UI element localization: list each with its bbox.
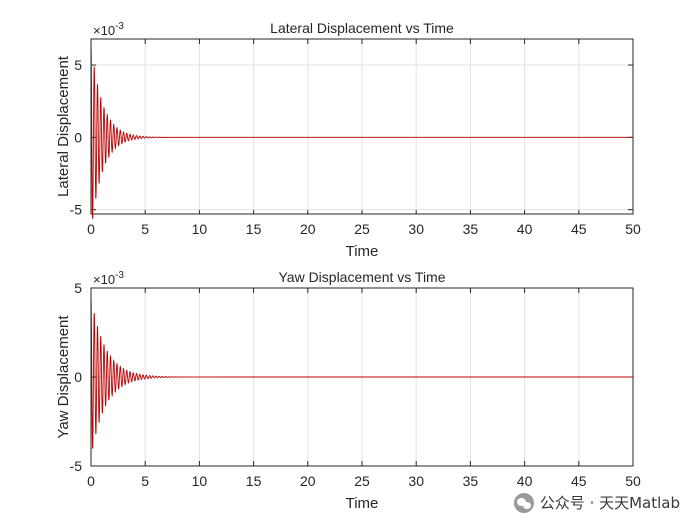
x-tick-label: 5 — [141, 473, 149, 489]
x-tick-label: 50 — [625, 221, 641, 237]
x-axis-label: Time — [346, 495, 379, 512]
x-tick-label: 35 — [463, 221, 479, 237]
x-tick-label: 20 — [300, 473, 316, 489]
x-tick-label: 20 — [300, 221, 316, 237]
watermark-text: 公众号 · 天天Matlab — [539, 494, 680, 512]
x-tick-label: 35 — [463, 473, 479, 489]
series-line — [90, 43, 633, 219]
watermark: 公众号 · 天天Matlab — [513, 492, 680, 513]
x-tick-label: 45 — [571, 473, 587, 489]
chart-title: Lateral Displacement vs Time — [270, 20, 454, 36]
x-tick-label: 50 — [625, 473, 641, 489]
subplot-1: 0 5 10 15 20 25 30 35 40 45 50-505×10-3 Lateral Dis… — [55, 20, 641, 260]
y-tick-label: -5 — [70, 458, 83, 474]
wechat-icon — [513, 492, 534, 513]
axes-box — [90, 38, 634, 215]
y-tick-label: 5 — [74, 57, 82, 73]
x-tick-label: 30 — [408, 221, 424, 237]
x-tick-label: 40 — [517, 221, 533, 237]
x-tick-label: 25 — [354, 473, 370, 489]
x-axis-label: Time — [346, 243, 379, 260]
y-axis-label: Yaw Displacement — [55, 315, 72, 439]
x-tick-label: 5 — [141, 221, 149, 237]
y-tick-label: 0 — [74, 369, 82, 385]
x-tick-label: 0 — [87, 221, 95, 237]
y-tick-label: -5 — [70, 202, 83, 218]
axes-box — [90, 287, 634, 467]
y-tick-label: 0 — [74, 129, 82, 145]
y-exponent-label: ×10-3 — [93, 270, 124, 287]
x-tick-label: 10 — [192, 473, 208, 489]
x-tick-label: 0 — [87, 473, 95, 489]
chart-title: Yaw Displacement vs Time — [278, 269, 445, 285]
x-tick-label: 25 — [354, 221, 370, 237]
x-tick-label: 15 — [246, 221, 262, 237]
y-exponent-label: ×10-3 — [93, 21, 124, 38]
y-axis-label: Lateral Displacement — [55, 55, 72, 197]
subplot-2: 0 5 10 15 20 25 30 35 40 45 50-505×10-3 Yaw Displac… — [55, 269, 641, 512]
x-tick-label: 40 — [517, 473, 533, 489]
x-tick-label: 15 — [246, 473, 262, 489]
x-tick-label: 10 — [192, 221, 208, 237]
y-tick-label: 5 — [74, 280, 82, 296]
x-tick-label: 45 — [571, 221, 587, 237]
x-tick-label: 30 — [408, 473, 424, 489]
series-line — [90, 296, 633, 449]
